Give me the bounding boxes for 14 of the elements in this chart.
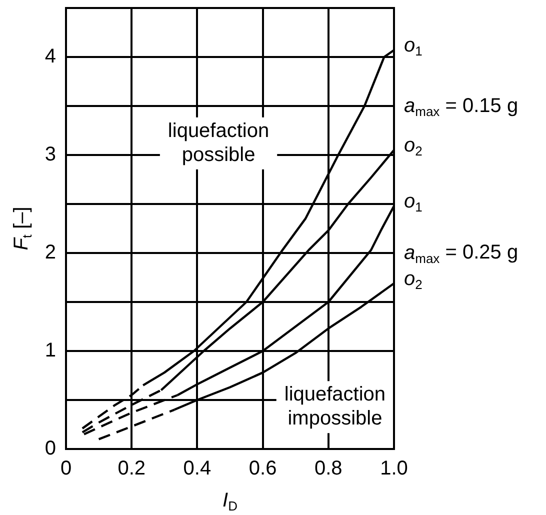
annotation: liquefaction possible [168,120,270,166]
y-tick-label: 0 [44,438,56,460]
annotation: liquefaction impossible [284,384,386,430]
y-axis-title: Ft [–] [10,206,35,250]
x-tick-label: 0.2 [118,458,146,480]
y-tick-label: 2 [44,242,56,264]
x-tick-label: 0.4 [183,458,212,480]
y-tick-label: 1 [44,340,56,362]
y-tick-label: 3 [44,144,56,166]
x-tick-label: 0.8 [314,458,342,480]
x-tick-label: 1.0 [380,458,408,480]
y-tick-label: 4 [44,46,56,68]
x-tick-label: 0 [60,458,72,480]
x-tick-label: 0.6 [248,458,277,480]
